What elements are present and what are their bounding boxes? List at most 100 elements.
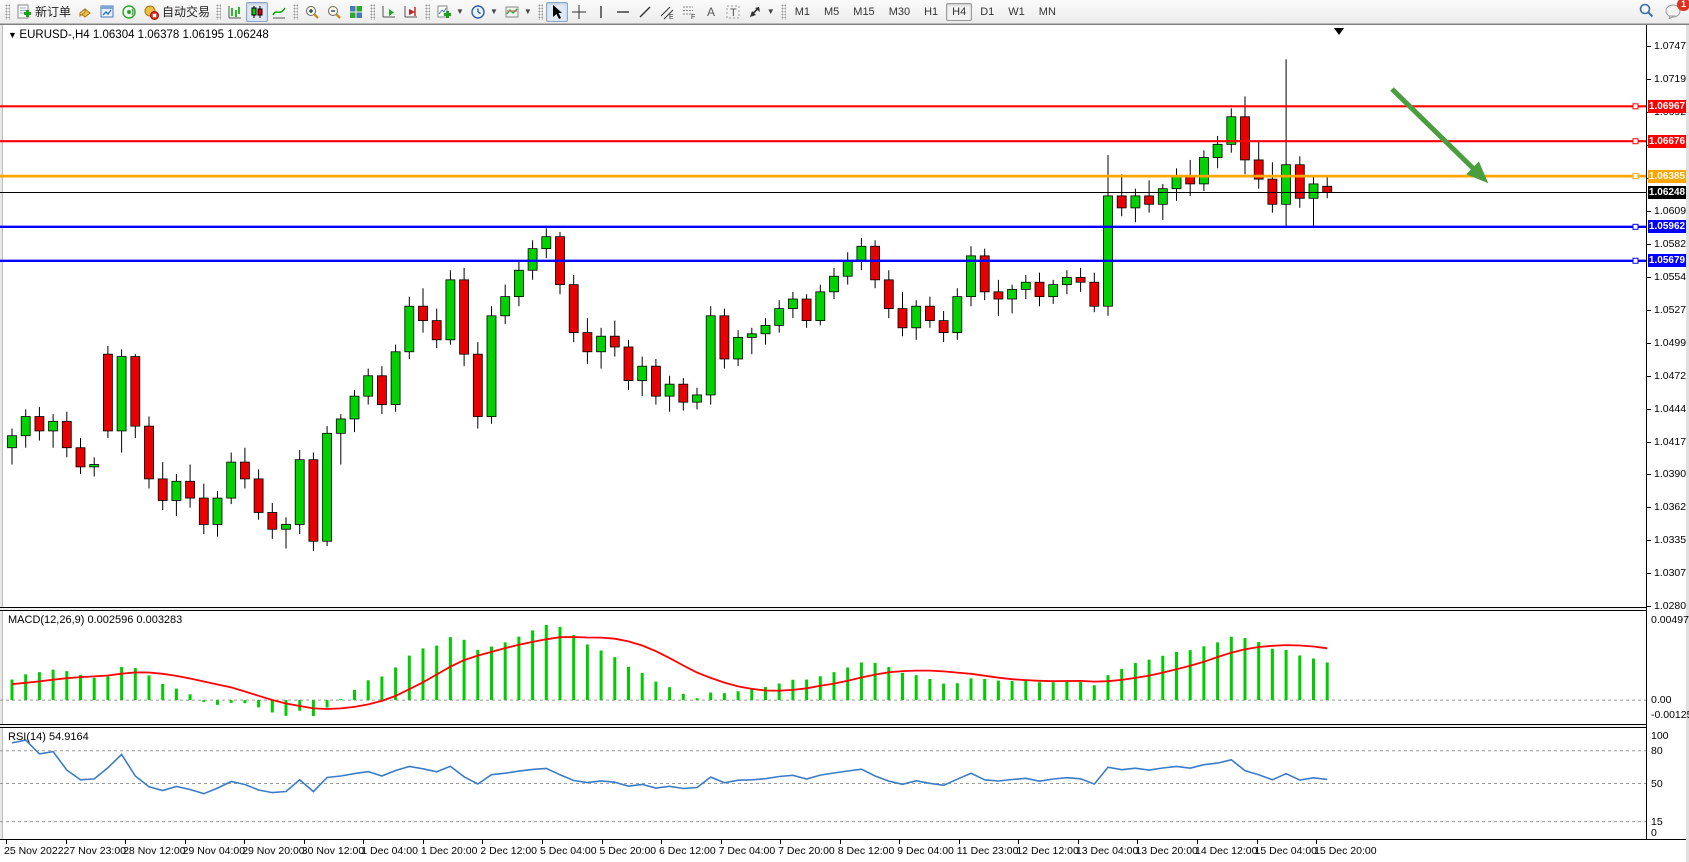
macd-bar	[531, 630, 535, 701]
panel-splitter[interactable]	[0, 607, 1646, 611]
macd-bar	[572, 635, 576, 701]
time-tick-mark	[899, 840, 901, 844]
crosshair-tool-button[interactable]	[568, 2, 590, 22]
equidistant-channel-tool-button[interactable]: E	[656, 2, 678, 22]
line-handle[interactable]	[1632, 138, 1639, 145]
timeframe-toolbar: M1 M5 M15 M30 H1 H4 D1 W1 MN	[789, 2, 1062, 21]
gold-cube-icon	[77, 4, 93, 20]
timeframe-button-mn[interactable]: MN	[1038, 5, 1056, 18]
time-tick-label: 1 Dec 20:00	[420, 845, 478, 857]
auto-scroll-button[interactable]	[378, 2, 400, 22]
add-indicator-dropdown[interactable]: ▼	[433, 2, 467, 22]
templates-dropdown[interactable]: ▼	[501, 2, 535, 22]
macd-bar	[1161, 655, 1165, 701]
macd-bar	[37, 672, 41, 701]
macd-bar	[24, 674, 28, 701]
candle-38	[527, 248, 538, 271]
chart-window[interactable]: ▼ EURUSD-,H4 1.06304 1.06378 1.06195 1.0…	[0, 24, 1689, 862]
annotations[interactable]	[1334, 28, 1489, 184]
chart-shift-button[interactable]	[400, 2, 422, 22]
zoom-out-button[interactable]	[323, 2, 345, 22]
macd-panel[interactable]	[0, 611, 1646, 724]
window-left-edge	[0, 25, 3, 862]
macd-bar	[928, 678, 932, 701]
candle-7	[103, 353, 113, 432]
time-tick-mark	[1197, 840, 1198, 844]
price-tick-mark	[1647, 441, 1651, 443]
line-price-badge: 1.06676	[1648, 134, 1686, 148]
macd-bar	[503, 642, 507, 701]
data-window-button[interactable]	[96, 2, 118, 22]
candle-46	[637, 365, 648, 381]
panel-splitter[interactable]	[0, 724, 1646, 728]
time-axis[interactable]: 25 Nov 2022 27 Nov 23:00 28 Nov 12:00 29 No…	[0, 839, 1686, 861]
fibonacci-icon: F	[681, 4, 697, 20]
timeframe-button-m30[interactable]: M30	[888, 5, 911, 18]
line-handle[interactable]	[1632, 257, 1639, 264]
line-handle[interactable]	[1632, 223, 1639, 230]
price-axis[interactable]: 1.074701.071951.069201.066451.063701.060…	[1646, 25, 1689, 861]
timeframe-button-h1[interactable]: H1	[924, 5, 939, 18]
timeframe-button-w1[interactable]: W1	[1008, 5, 1025, 18]
candle-94	[1294, 164, 1305, 199]
macd-bar	[846, 667, 850, 701]
text-tool-button[interactable]: A	[700, 2, 722, 22]
toolbar-grip[interactable]	[5, 3, 10, 20]
line-price-badge: 1.05679	[1648, 254, 1686, 268]
time-tick-label: 29 Nov 04:00	[182, 845, 246, 857]
timeframe-button-d1[interactable]: D1	[980, 5, 995, 18]
autotrading-button[interactable]: 自动交易	[140, 2, 213, 22]
notifications-chat-icon[interactable]: 1	[1665, 0, 1689, 24]
toolbar-grip[interactable]	[370, 3, 376, 20]
line-handle[interactable]	[1632, 173, 1639, 180]
price-chart-canvas[interactable]	[0, 26, 1646, 607]
bar-chart-type-button[interactable]	[224, 2, 246, 22]
toolbar-grip[interactable]	[216, 3, 222, 20]
macd-bar	[722, 693, 726, 701]
fibonacci-tool-button[interactable]: F	[678, 2, 700, 22]
price-tick-mark	[1647, 474, 1651, 476]
zoom-in-button[interactable]	[301, 2, 323, 22]
toolbar-grip[interactable]	[780, 3, 786, 20]
line-handle[interactable]	[1632, 103, 1639, 110]
macd-bar	[1147, 659, 1151, 701]
timeframe-button-m5[interactable]: M5	[824, 5, 840, 18]
search-icon[interactable]	[1638, 2, 1655, 24]
news-broadcast-button[interactable]	[118, 2, 140, 22]
candle-17	[239, 461, 250, 480]
candle-1	[20, 416, 31, 437]
macd-bar	[120, 666, 124, 701]
horizontal-lines[interactable]	[0, 103, 1646, 264]
new-order-button[interactable]: 新订单	[13, 2, 74, 22]
candle-87	[1199, 157, 1209, 185]
candlestick-chart-type-button[interactable]	[246, 1, 269, 22]
trend-arrow-annotation[interactable]	[1390, 87, 1489, 184]
macd-bar	[174, 688, 178, 701]
candle-9	[130, 356, 141, 427]
toolbar-grip[interactable]	[537, 3, 543, 20]
cursor-tool-button[interactable]	[545, 1, 568, 22]
clock-icon	[470, 4, 486, 20]
trendline-tool-button[interactable]	[634, 2, 656, 22]
toolbar-grip[interactable]	[425, 3, 431, 20]
periods-dropdown[interactable]: ▼	[467, 2, 501, 22]
arrows-tool-dropdown[interactable]: ▼	[744, 2, 778, 22]
market-watch-button[interactable]	[74, 2, 96, 22]
timeframe-button-m15[interactable]: M15	[853, 5, 875, 18]
line-chart-type-button[interactable]	[268, 2, 290, 22]
macd-bar	[942, 683, 946, 701]
text-label-tool-button[interactable]: T	[722, 2, 744, 22]
rsi-panel[interactable]	[0, 728, 1646, 839]
autotrading-robot-icon	[143, 4, 160, 20]
macd-bar	[1051, 682, 1055, 701]
one-click-toggle-icon[interactable]: ▼	[8, 30, 20, 40]
tile-windows-button[interactable]	[345, 2, 367, 22]
candle-83	[1144, 195, 1154, 205]
horizontal-line-tool-button[interactable]	[612, 2, 634, 22]
timeframe-button-m1[interactable]: M1	[794, 5, 810, 18]
rsi-axis-label: 80	[1651, 744, 1663, 757]
timeframe-button-h4[interactable]: H4	[946, 2, 973, 21]
vertical-line-tool-button[interactable]	[590, 2, 612, 22]
macd-bar	[558, 627, 562, 701]
toolbar-grip[interactable]	[293, 3, 299, 20]
